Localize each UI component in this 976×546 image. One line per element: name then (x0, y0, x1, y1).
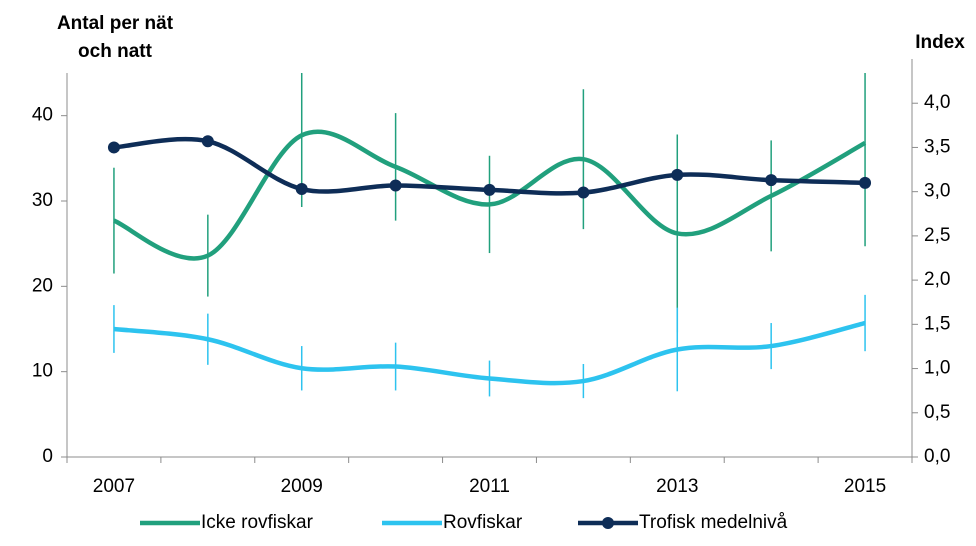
point (859, 176, 872, 189)
point (483, 183, 496, 196)
y2-tick-label: 4,0 (924, 92, 950, 113)
point (671, 168, 684, 181)
legend-label: Rovfiskar (443, 512, 523, 533)
y-axis-title: Antal per nät (57, 13, 174, 34)
series-line (113, 129, 867, 261)
x-tick-label: 2013 (656, 476, 698, 497)
x-tick-label: 2011 (469, 476, 510, 497)
y2-tick-label: 2,5 (924, 225, 950, 246)
y2-tick-label: 2,0 (924, 269, 950, 290)
y2-tick-label: 1,5 (924, 313, 950, 334)
point (389, 179, 402, 192)
y-axis-title: och natt (78, 41, 153, 62)
point (577, 186, 590, 199)
point (107, 141, 120, 154)
series-line (113, 320, 866, 386)
y2-axis-title: Index (915, 32, 965, 53)
x-tick-label: 2007 (93, 476, 135, 497)
legend-label: Trofisk medelnivå (639, 512, 788, 533)
y-tick-label: 30 (32, 190, 53, 211)
point (295, 183, 308, 196)
y-tick-label: 20 (32, 275, 53, 296)
y2-tick-label: 3,5 (924, 136, 950, 157)
y2-tick-label: 0,5 (924, 402, 950, 423)
legend-label: Icke rovfiskar (201, 512, 314, 533)
point (201, 135, 214, 148)
point (765, 174, 778, 187)
y-tick-label: 0 (42, 446, 53, 467)
y-tick-label: 40 (32, 105, 53, 126)
y2-tick-label: 0,0 (924, 446, 950, 467)
x-tick-label: 2015 (844, 476, 886, 497)
legend-marker (602, 517, 614, 529)
x-tick-label: 2009 (281, 476, 323, 497)
y2-tick-label: 3,0 (924, 181, 950, 202)
y-tick-label: 10 (32, 361, 53, 382)
y2-tick-label: 1,0 (924, 358, 950, 379)
